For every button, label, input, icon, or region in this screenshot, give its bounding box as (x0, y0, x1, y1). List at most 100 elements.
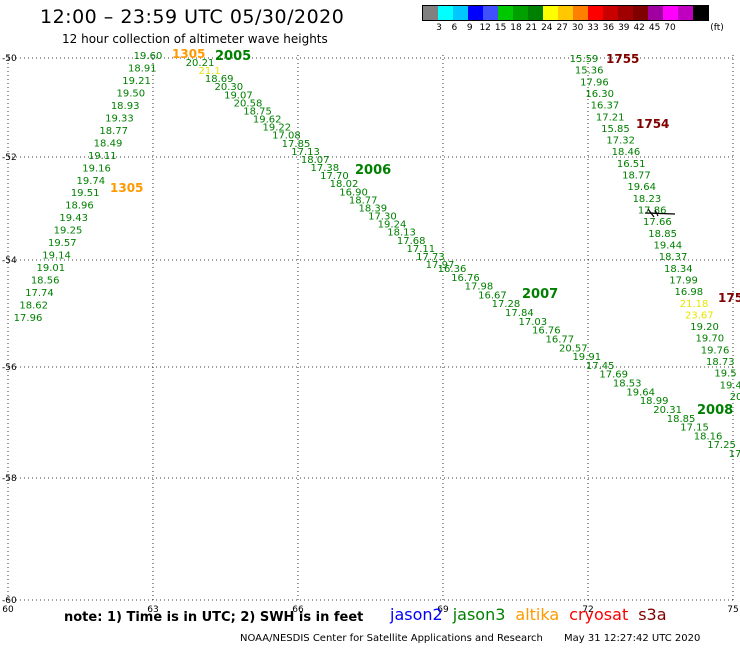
wave-height-reading: 17.73 (416, 252, 445, 263)
longitude-label: 75 (727, 605, 738, 615)
color-scale-tick-label: 36 (602, 23, 615, 33)
wave-height-reading: 20.57 (559, 343, 588, 354)
color-scale-swatch (573, 6, 588, 20)
map-grid (7, 55, 734, 601)
wave-height-reading: 16.51 (617, 159, 646, 170)
longitude-label: 69 (437, 605, 449, 615)
color-scale-labels: 3 6 9 12 15 18 21 24 27 30 33 36 39 42 45 70 (ft) (422, 21, 724, 35)
map-axis-labels: 60 63 66 69 72 75 -50 -52 -54 -56 -58 -60 (2, 54, 739, 615)
wave-height-reading: 17.15 (680, 423, 709, 434)
wave-height-reading: 19.25 (54, 226, 83, 237)
color-scale-swatch (558, 6, 573, 20)
color-scale-swatch (543, 6, 558, 20)
wave-height-reading: 19.24 (378, 220, 407, 231)
longitude-label: 66 (292, 605, 304, 615)
wave-height-reading: 18.37 (659, 252, 688, 263)
wave-height-reading: 17.30 (368, 212, 397, 223)
wave-height-reading: 15.36 (575, 66, 604, 77)
wave-height-reading: 16.76 (451, 273, 480, 284)
color-scale-tick-label: 42 (633, 23, 645, 33)
wave-height-reading: 17.11 (406, 244, 435, 255)
pass-time-label: 1305 (110, 181, 143, 195)
wave-height-reading: 16.30 (585, 89, 614, 100)
color-scale-tick-label: 18 (510, 23, 522, 33)
latitude-label: -54 (2, 256, 17, 266)
color-scale-tick-label: 27 (556, 23, 568, 33)
color-scale-tick-label: 70 (664, 23, 676, 33)
wave-height-reading: 18.46 (612, 147, 641, 158)
pass-time-label: 175 (718, 291, 740, 305)
color-scale-tick-label: 15 (494, 23, 507, 33)
color-scale-swatch (633, 6, 648, 20)
color-scale-swatches (422, 5, 709, 21)
wave-height-reading: 18.85 (667, 414, 696, 425)
longitude-label: 60 (2, 605, 14, 615)
wave-height-reading: 19.60 (134, 51, 163, 62)
pass-time-label: 2006 (355, 163, 391, 178)
color-scale-swatch (528, 6, 543, 20)
color-scale-swatch (498, 6, 513, 20)
color-scale-unit: (ft) (710, 23, 724, 33)
pass-time-label: 2007 (522, 287, 558, 302)
wave-height-reading: 18.34 (664, 264, 693, 275)
color-scale-swatch (438, 6, 453, 20)
color-scale-tick-label: 6 (451, 23, 458, 33)
wave-height-reading: 16.67 (478, 290, 507, 301)
wave-height-reading: 18.93 (111, 101, 140, 112)
color-scale-tick-label: 12 (479, 23, 491, 33)
wave-height-reading: 17.74 (25, 288, 54, 299)
pass-time-label: 2005 (215, 49, 251, 64)
color-scale-swatch (663, 6, 678, 20)
wave-height-reading: 19.70 (695, 334, 724, 345)
wave-height-reading: 19.5 (714, 369, 736, 380)
wave-height-reading: 17.25 (707, 440, 736, 451)
wave-height-reading: 19.20 (690, 322, 719, 333)
latitude-label: -60 (2, 596, 17, 606)
credit-org: NOAA/NESDIS Center for Satellite Applica… (240, 633, 543, 644)
wave-height-reading: 18.49 (94, 138, 123, 149)
wave-height-reading: 19.07 (224, 90, 253, 101)
wave-height-reading: 18.91 (128, 63, 157, 74)
wave-height-reading: 18.16 (694, 431, 723, 442)
wave-height-reading: 18.53 (613, 379, 642, 390)
color-scale-swatch (513, 6, 528, 20)
latitude-label: -58 (2, 474, 17, 484)
pass-time-label: 1305 (172, 47, 205, 61)
wave-height-reading: 19.21 (122, 76, 151, 87)
color-scale-swatch (468, 6, 483, 20)
wave-height-reading: 19.64 (627, 182, 656, 193)
wave-height-reading: 16.98 (675, 287, 704, 298)
wave-height-reading: 18.77 (349, 195, 378, 206)
map-subtitle: 12 hour collection of altimeter wave hei… (62, 32, 328, 46)
altimeter-tracks: 19.6018.9119.2119.5018.9319.3318.7718.49… (14, 47, 740, 460)
wave-height-reading: 17.97 (426, 260, 455, 271)
wave-height-reading: 19.44 (654, 240, 683, 251)
wave-height-reading: 19.51 (71, 188, 100, 199)
pass-time-label: 1755 (606, 52, 639, 66)
wave-height-reading: 19.74 (77, 176, 106, 187)
wave-height-reading: 16.76 (532, 326, 561, 337)
wave-height-reading: 17.66 (643, 217, 672, 228)
wave-height-reading: 17.70 (320, 171, 349, 182)
wave-height-reading: 17.96 (14, 313, 43, 324)
wave-height-reading: 18.56 (31, 276, 60, 287)
wave-height-reading: 18.69 (205, 74, 234, 85)
wave-height-reading: 19.22 (262, 123, 291, 134)
wave-height-reading: 19.91 (572, 352, 601, 363)
color-scale-swatch (693, 6, 708, 20)
color-scale-tick-label: 3 (436, 23, 442, 33)
wave-height-reading: 19.62 (253, 115, 282, 126)
wave-height-reading: 18.13 (387, 228, 416, 239)
wave-height-reading: 18.75 (243, 106, 272, 117)
wave-height-reading: 17.84 (505, 308, 534, 319)
credit-timestamp: May 31 12:27:42 UTC 2020 (564, 633, 701, 644)
wave-height-reading: 18.02 (330, 179, 359, 190)
wave-height-reading: 16.77 (545, 334, 574, 345)
wave-height-reading: 16.90 (339, 187, 368, 198)
satellite-key-jason3: jason3 (452, 605, 506, 624)
wave-height-reading: 18.85 (648, 229, 677, 240)
satellite-key-cryosat: cryosat (569, 605, 629, 624)
wave-height-reading: 18.39 (358, 203, 387, 214)
wave-height-reading: 17.21 (596, 112, 625, 123)
